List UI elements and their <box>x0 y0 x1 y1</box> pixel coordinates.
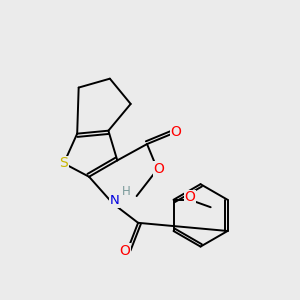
Text: O: O <box>154 162 164 176</box>
Text: O: O <box>184 190 195 204</box>
Text: N: N <box>110 194 119 207</box>
Text: O: O <box>119 244 130 258</box>
Text: S: S <box>59 156 68 170</box>
Text: O: O <box>170 125 181 139</box>
Text: H: H <box>122 184 130 197</box>
